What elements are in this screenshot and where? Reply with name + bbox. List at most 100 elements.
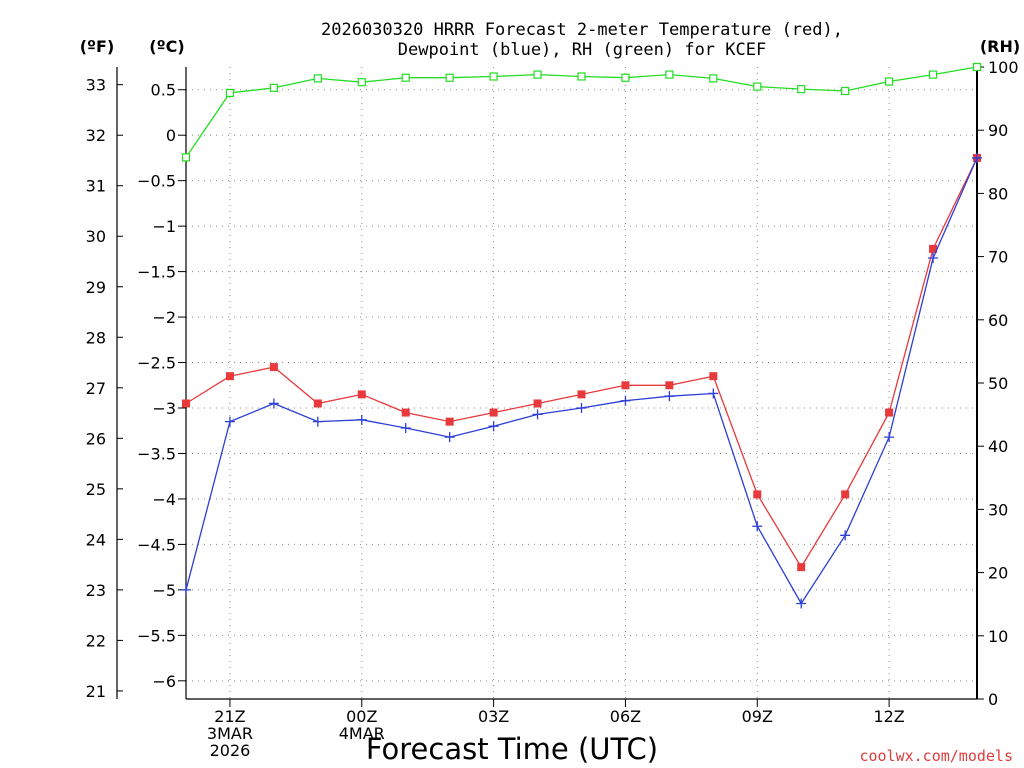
rh-point xyxy=(621,73,630,82)
temperature-point xyxy=(269,363,278,372)
x-tick-label: 3MAR xyxy=(207,724,253,743)
rh-point xyxy=(753,82,762,91)
dewpoint-point xyxy=(224,416,235,427)
fahrenheit-tick-label: 21 xyxy=(86,682,106,701)
data-series xyxy=(181,62,982,609)
dewpoint-point xyxy=(752,521,763,532)
dewpoint-point xyxy=(356,414,367,425)
x-tick-label: 12Z xyxy=(873,707,904,726)
celsius-tick-label: −4.5 xyxy=(137,535,176,554)
dewpoint-point xyxy=(576,403,587,414)
dewpoint-point xyxy=(884,432,895,443)
x-tick-label: 00Z xyxy=(346,707,377,726)
rh-point xyxy=(313,74,322,83)
temperature-point xyxy=(577,390,586,399)
rh-point xyxy=(269,83,278,92)
fahrenheit-tick-label: 28 xyxy=(86,328,106,347)
celsius-tick-label: 0.5 xyxy=(151,81,176,100)
celsius-tick-label: −6 xyxy=(152,672,176,691)
fahrenheit-tick-label: 25 xyxy=(86,480,106,499)
temperature-point xyxy=(753,490,762,499)
fahrenheit-tick-label: 27 xyxy=(86,379,106,398)
rh-point xyxy=(841,86,850,96)
x-tick-label: 4MAR xyxy=(339,724,385,743)
fahrenheit-tick-label: 23 xyxy=(86,581,106,600)
rh-axis-unit: (RH) xyxy=(980,37,1020,56)
rh-tick-label: 60 xyxy=(988,311,1008,330)
dewpoint-point xyxy=(400,423,411,434)
celsius-tick-label: −3 xyxy=(152,399,176,418)
temperature-point xyxy=(709,372,718,381)
rh-tick-label: 30 xyxy=(988,500,1008,519)
rh-tick-label: 90 xyxy=(988,121,1008,140)
rh-point xyxy=(709,74,718,83)
dewpoint-point xyxy=(620,395,631,406)
fahrenheit-tick-label: 30 xyxy=(86,227,106,246)
temperature-point xyxy=(225,372,234,381)
rh-point xyxy=(972,62,982,72)
fahrenheit-tick-label: 24 xyxy=(86,530,106,549)
celsius-tick-label: −1 xyxy=(152,217,176,236)
celsius-tick-label: −0.5 xyxy=(137,172,176,191)
rh-tick-label: 10 xyxy=(988,627,1008,646)
rh-tick-label: 20 xyxy=(988,564,1008,583)
gridlines xyxy=(186,67,977,699)
dewpoint-point xyxy=(796,598,807,609)
celsius-tick-label: −1.5 xyxy=(137,263,176,282)
rh-point xyxy=(357,78,366,87)
rh-tick-label: 100 xyxy=(988,58,1019,77)
temperature-point xyxy=(665,381,674,390)
dewpoint-point xyxy=(488,421,499,432)
x-tick-label: 06Z xyxy=(610,707,641,726)
rh-tick-label: 0 xyxy=(988,690,998,709)
rh-point xyxy=(401,73,410,82)
celsius-tick-label: −4 xyxy=(152,490,176,509)
temperature-point xyxy=(533,399,542,408)
rh-point xyxy=(797,85,806,94)
temperature-point xyxy=(929,244,938,253)
dewpoint-point xyxy=(928,252,939,263)
celsius-tick-label: −5 xyxy=(152,581,176,600)
credit-link[interactable]: coolwx.com/models xyxy=(859,747,1013,765)
rh-tick-label: 80 xyxy=(988,184,1008,203)
fahrenheit-tick-label: 26 xyxy=(86,429,106,448)
tick-labels: 0.5 0 −0.5 −1 −1.5 −2 −2.5 −3 −3.5 −4 −4.5 −5 −5.5 −6… xyxy=(86,58,1019,760)
x-tick-label: 09Z xyxy=(742,707,773,726)
temperature-point xyxy=(841,490,850,499)
dewpoint-point xyxy=(972,152,982,163)
dewpoint-point xyxy=(444,432,455,443)
fahrenheit-tick-label: 22 xyxy=(86,631,106,650)
temperature-point xyxy=(797,563,806,572)
rh-point xyxy=(928,70,938,79)
x-tick-label: 21Z xyxy=(214,707,245,726)
celsius-tick-label: −3.5 xyxy=(137,444,176,463)
rh-point xyxy=(577,72,586,81)
temperature-point xyxy=(885,408,894,417)
rh-point xyxy=(489,72,498,81)
rh-point xyxy=(181,153,191,162)
dewpoint-point xyxy=(840,530,851,541)
dewpoint-point xyxy=(664,391,675,402)
rh-point xyxy=(225,88,235,98)
dewpoint-point xyxy=(181,584,191,595)
fahrenheit-tick-label: 31 xyxy=(86,177,106,196)
celsius-tick-label: −2 xyxy=(152,308,176,327)
temperature-point xyxy=(489,408,498,417)
rh-tick-label: 50 xyxy=(988,374,1008,393)
axes xyxy=(116,66,984,707)
temperature-point xyxy=(182,399,190,408)
rh-tick-label: 70 xyxy=(988,248,1008,267)
fahrenheit-tick-label: 29 xyxy=(86,278,106,297)
celsius-tick-label: 0 xyxy=(166,126,176,145)
dewpoint-line xyxy=(185,157,978,605)
rh-tick-label: 40 xyxy=(988,437,1008,456)
dewpoint-point xyxy=(708,388,719,399)
temperature-point xyxy=(357,390,366,399)
x-tick-label: 03Z xyxy=(478,707,509,726)
temperature-point xyxy=(445,417,454,426)
x-axis-label: Forecast Time (UTC) xyxy=(366,732,658,766)
celsius-axis-unit: (ºC) xyxy=(149,37,184,56)
dewpoint-point xyxy=(268,398,279,409)
rh-point xyxy=(445,73,454,82)
